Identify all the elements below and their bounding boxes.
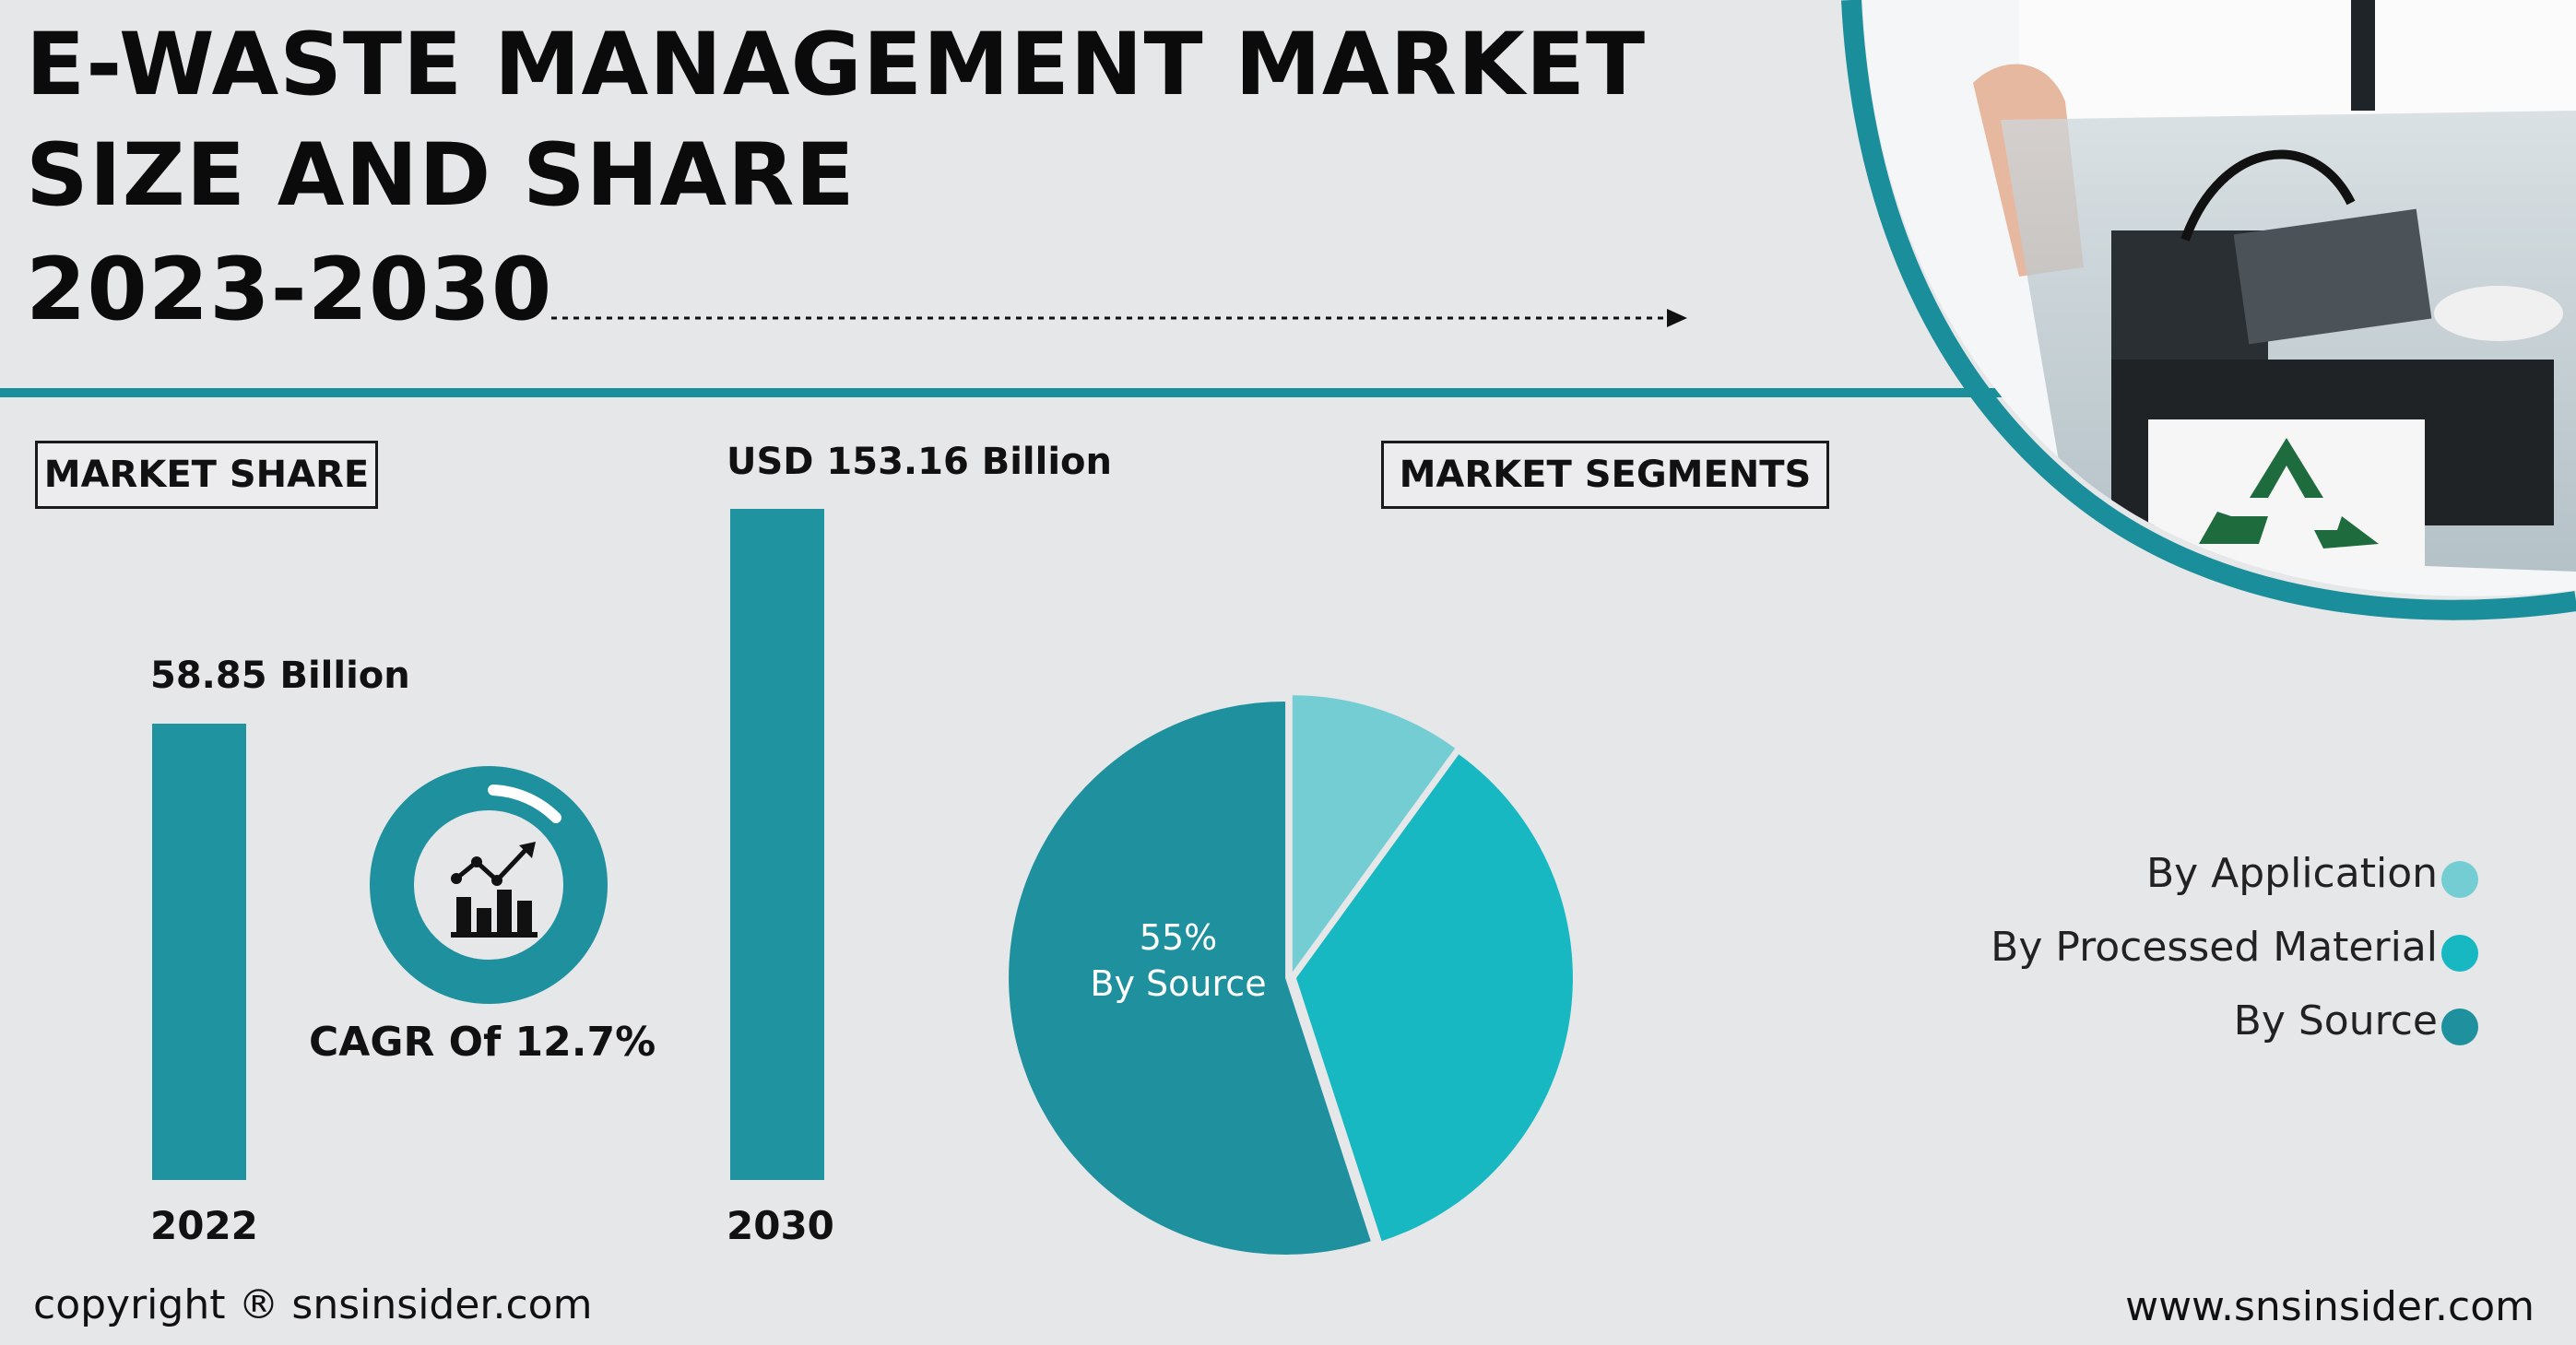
cagr-ring <box>370 766 608 1004</box>
x-tick-label-2022: 2022 <box>150 1203 258 1248</box>
e-waste-bin-photo <box>1841 0 2576 620</box>
page-title-line-2: SIZE AND SHARE <box>26 125 856 226</box>
cagr-label: CAGR Of 12.7% <box>309 1019 656 1066</box>
bar-2030 <box>730 509 824 1180</box>
x-tick-label-2030: 2030 <box>727 1203 834 1248</box>
page-title-line-1: E-WASTE MANAGEMENT MARKET <box>26 15 1647 115</box>
legend-label-by-application: By Application <box>2145 850 2438 897</box>
bar-value-label-2030: USD 153.16 Billion <box>727 441 1112 483</box>
market-segments-label: MARKET SEGMENTS <box>1381 441 1829 509</box>
pie-annotation-value: 55% <box>1140 917 1217 958</box>
legend-label-by-processed-material: By Processed Material <box>1991 924 2438 971</box>
pie-slice-by-processed-material <box>1295 754 1573 1242</box>
dotted-arrow-icon <box>551 309 1687 327</box>
legend-dot-by-application <box>2441 861 2478 898</box>
pie-slice-by-application <box>1292 695 1456 973</box>
legend-dot-by-source <box>2441 1009 2478 1045</box>
segments-pie-chart: 55% By Source <box>1009 695 1573 1255</box>
legend-dot-by-processed-material <box>2441 935 2478 972</box>
pie-slice-by-source <box>1009 701 1371 1255</box>
growth-chart-icon <box>451 842 538 938</box>
page-title-line-3: 2023-2030 <box>26 240 553 340</box>
bar-value-label-2022: 58.85 Billion <box>150 655 410 697</box>
pie-annotation-text: By Source <box>1090 963 1266 1004</box>
recycle-icon <box>2199 438 2379 549</box>
website-link[interactable]: www.snsinsider.com <box>2125 1283 2535 1330</box>
header-divider <box>0 388 2056 397</box>
copyright-text: copyright ® snsinsider.com <box>33 1281 593 1328</box>
bar-2022 <box>152 723 246 1180</box>
market-share-label: MARKET SHARE <box>35 441 378 509</box>
legend-label-by-source: By Source <box>2233 997 2438 1044</box>
